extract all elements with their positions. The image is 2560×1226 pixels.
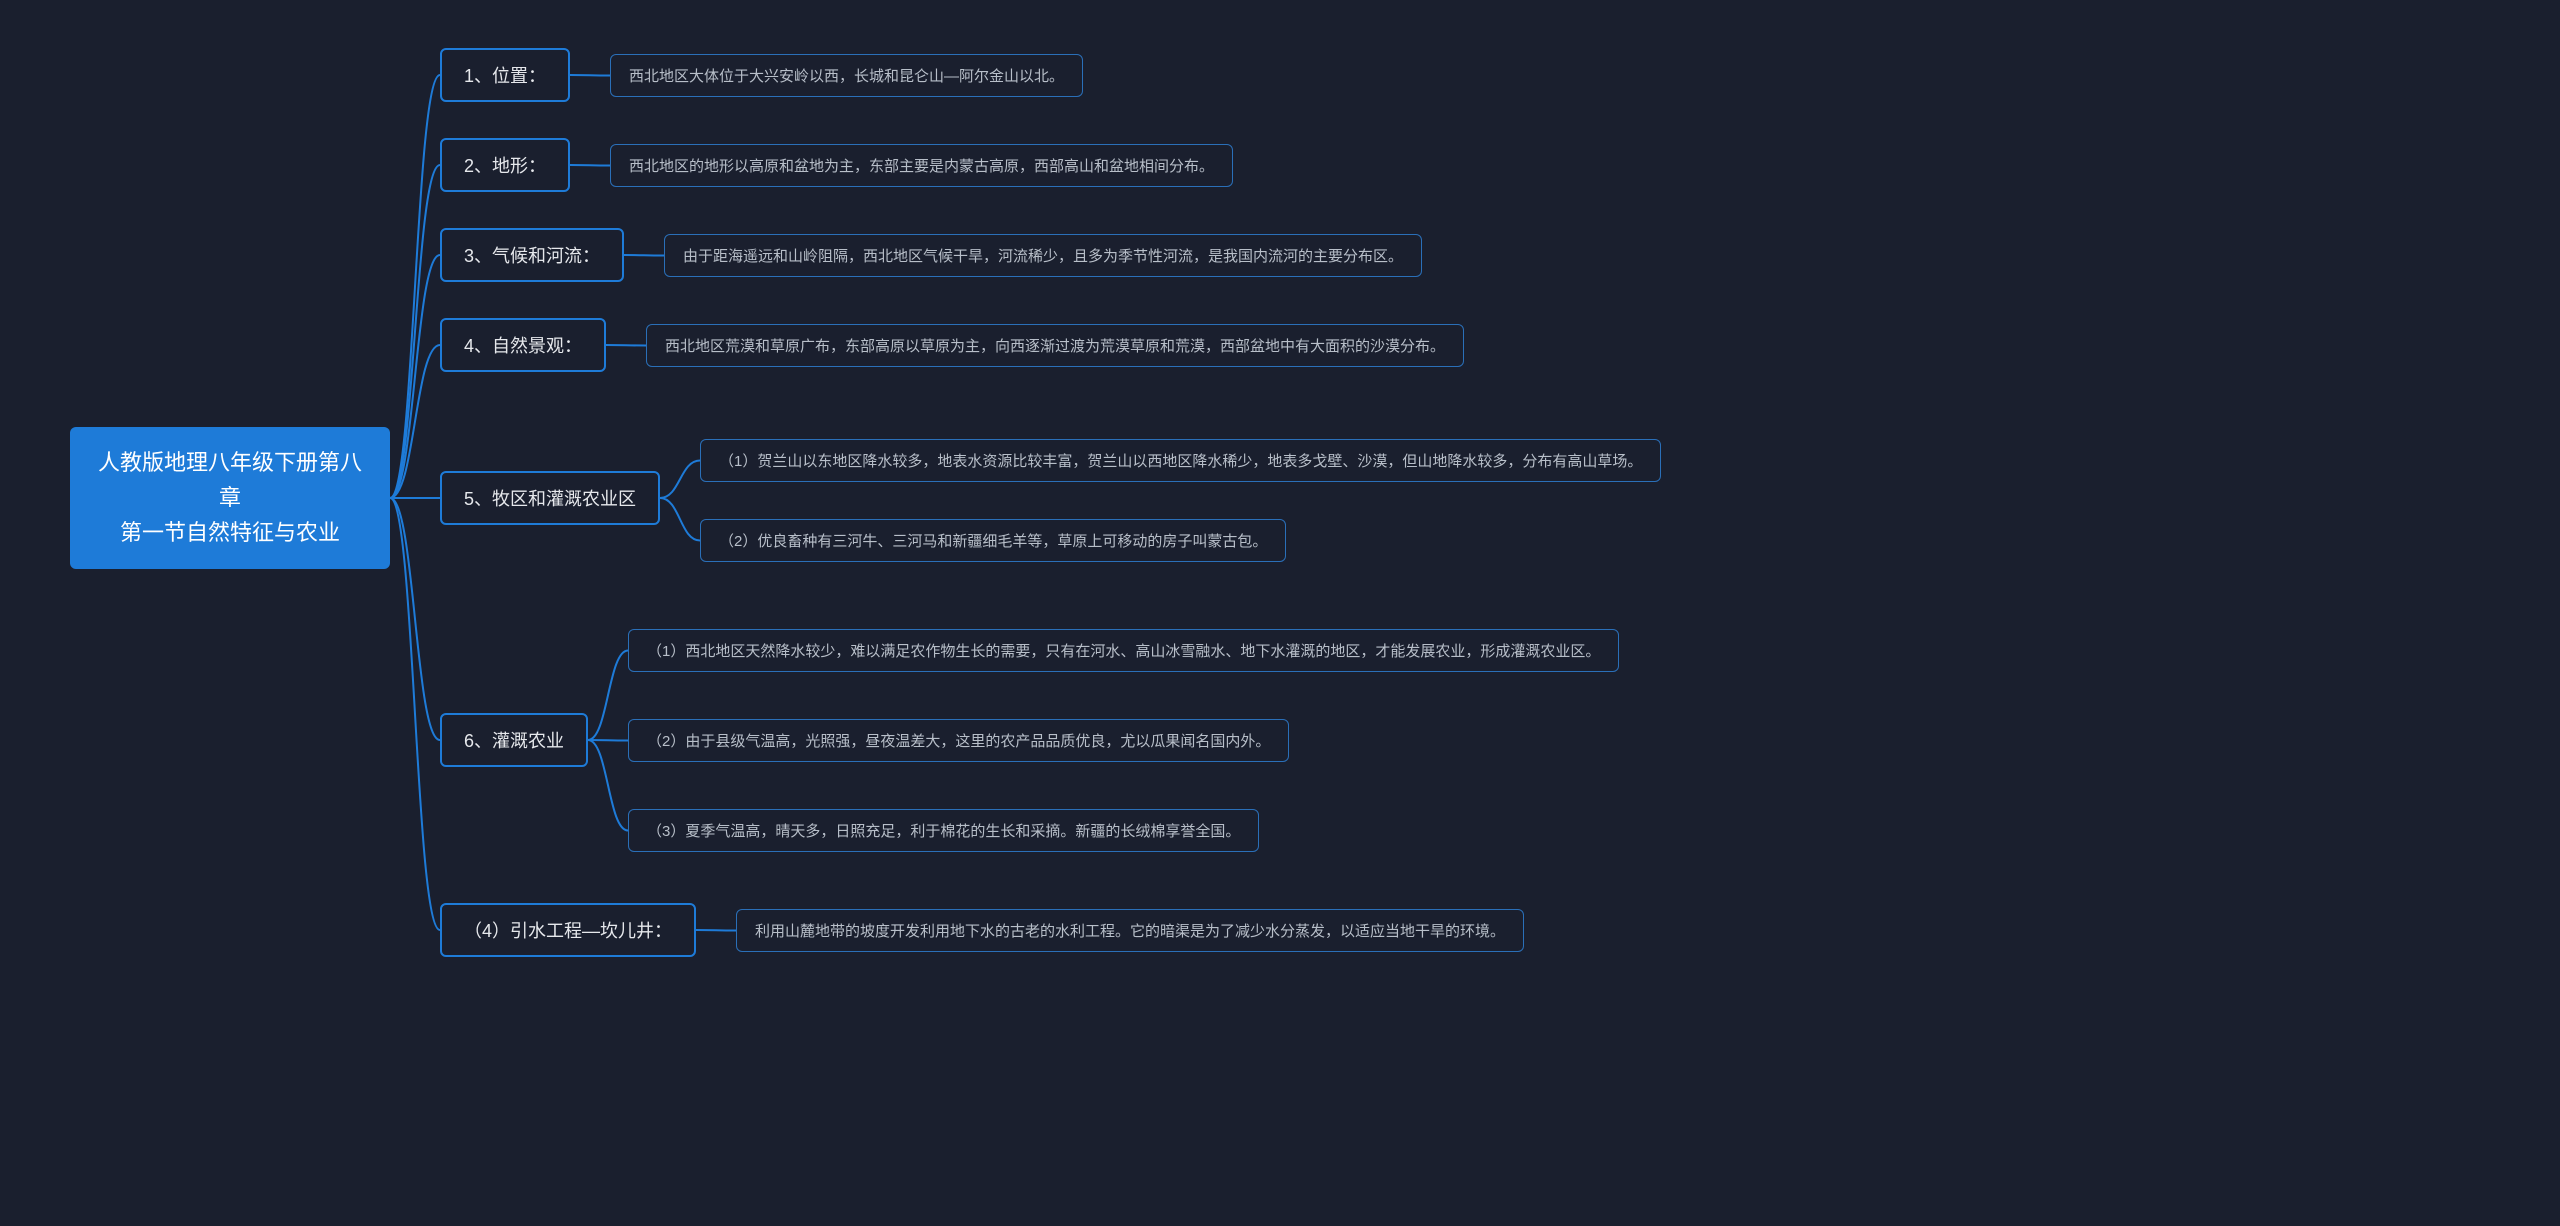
cat-pastoral: 5、牧区和灌溉农业区: [440, 471, 660, 525]
leaf-c6-0: （1）西北地区天然降水较少，难以满足农作物生长的需要，只有在河水、高山冰雪融水、…: [628, 629, 1619, 672]
leaf-c6-2: （3）夏季气温高，晴天多，日照充足，利于棉花的生长和采摘。新疆的长绒棉享誉全国。: [628, 809, 1259, 852]
connector-layer: [0, 0, 2560, 1226]
cat-terrain: 2、地形：: [440, 138, 570, 192]
leaf-c3-0: 由于距海遥远和山岭阻隔，西北地区气候干旱，河流稀少，且多为季节性河流，是我国内流…: [664, 234, 1422, 277]
leaf-c1-0: 西北地区大体位于大兴安岭以西，长城和昆仑山—阿尔金山以北。: [610, 54, 1083, 97]
leaf-c4-0: 西北地区荒漠和草原广布，东部高原以草原为主，向西逐渐过渡为荒漠草原和荒漠，西部盆…: [646, 324, 1464, 367]
cat-climate: 3、气候和河流：: [440, 228, 624, 282]
leaf-c7-0: 利用山麓地带的坡度开发利用地下水的古老的水利工程。它的暗渠是为了减少水分蒸发，以…: [736, 909, 1524, 952]
cat-landscape: 4、自然景观：: [440, 318, 606, 372]
root-line1: 人教版地理八年级下册第八章: [94, 445, 366, 515]
root-node: 人教版地理八年级下册第八章 第一节自然特征与农业: [70, 427, 390, 569]
root-line2: 第一节自然特征与农业: [94, 515, 366, 550]
leaf-c5-0: （1）贺兰山以东地区降水较多，地表水资源比较丰富，贺兰山以西地区降水稀少，地表多…: [700, 439, 1661, 482]
cat-karez: （4）引水工程—坎儿井：: [440, 903, 696, 957]
leaf-c5-1: （2）优良畜种有三河牛、三河马和新疆细毛羊等，草原上可移动的房子叫蒙古包。: [700, 519, 1286, 562]
cat-location: 1、位置：: [440, 48, 570, 102]
leaf-c2-0: 西北地区的地形以高原和盆地为主，东部主要是内蒙古高原，西部高山和盆地相间分布。: [610, 144, 1233, 187]
leaf-c6-1: （2）由于县级气温高，光照强，昼夜温差大，这里的农产品品质优良，尤以瓜果闻名国内…: [628, 719, 1289, 762]
cat-irrigation: 6、灌溉农业: [440, 713, 588, 767]
